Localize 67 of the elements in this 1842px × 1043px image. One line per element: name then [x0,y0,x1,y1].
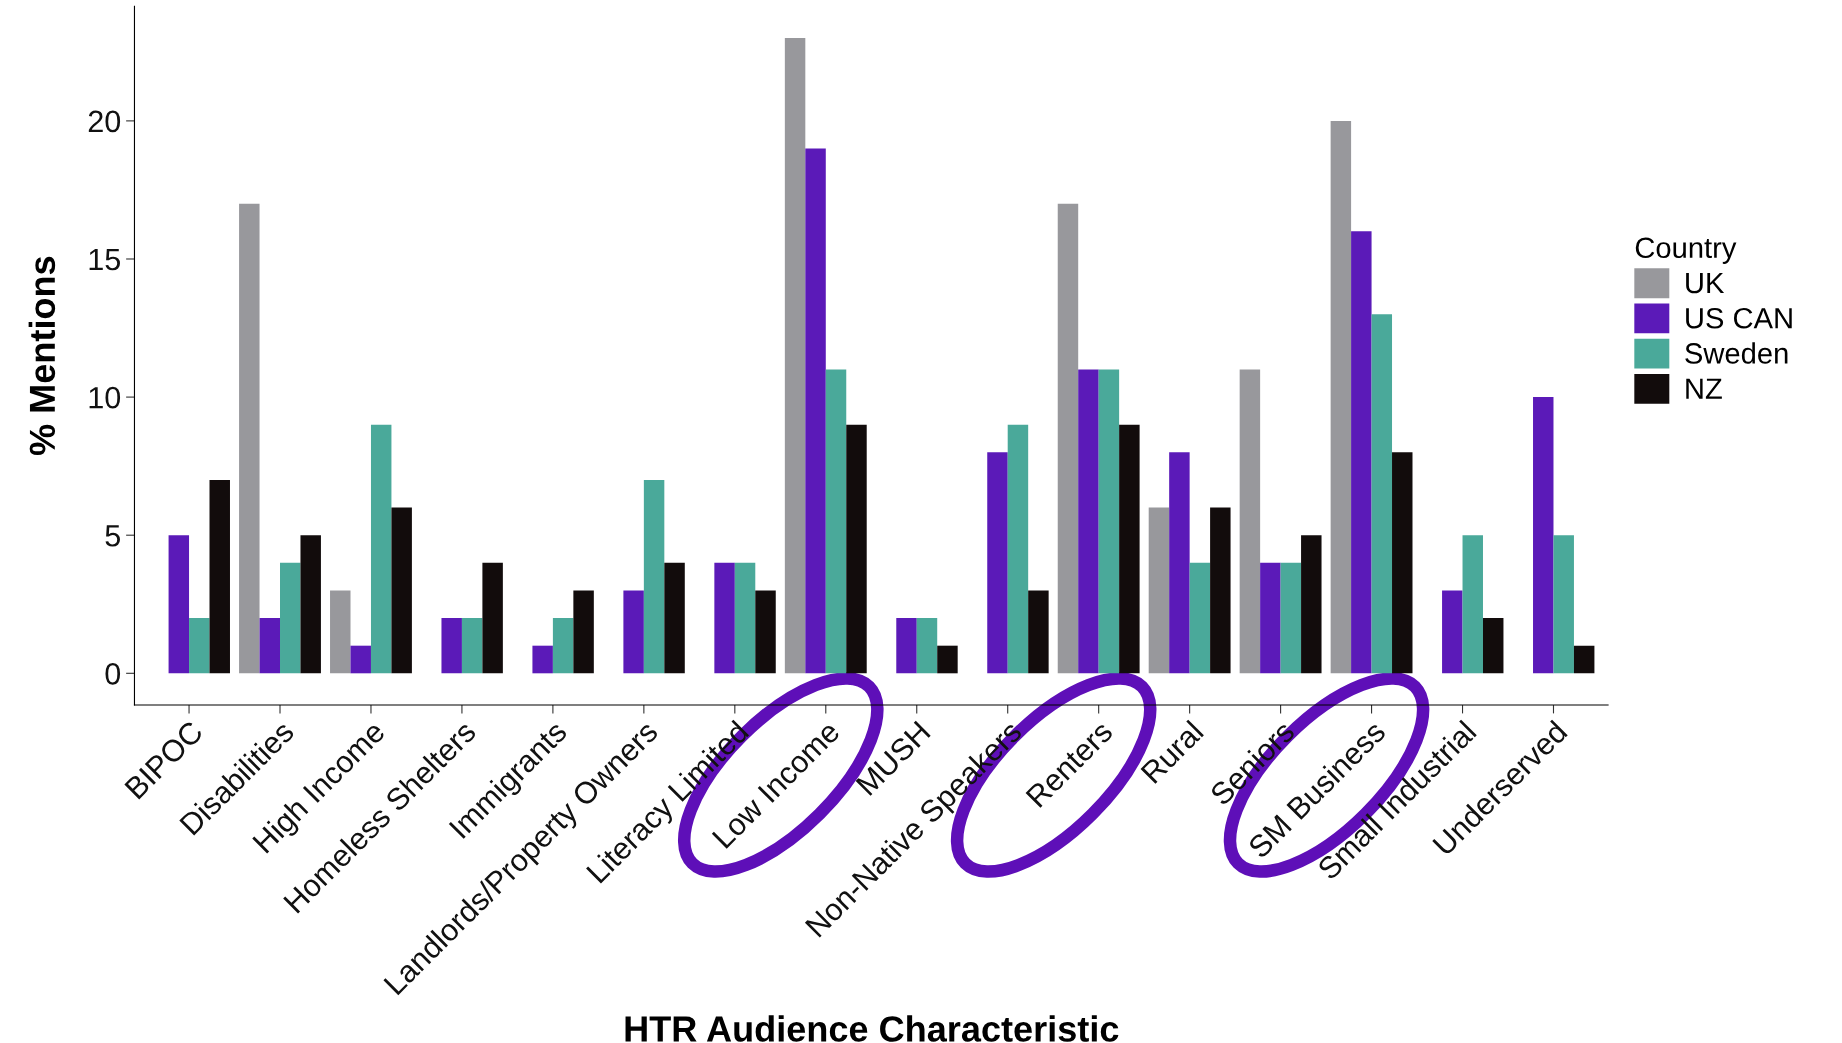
bar [1462,535,1483,674]
bar [1553,535,1574,674]
bar [259,618,281,674]
y-tick-label: 0 [105,663,121,685]
bar [461,618,483,674]
bar [1573,645,1595,674]
bar [1007,424,1029,674]
x-axis-title: HTR Audience Characteristic [625,1015,1119,1042]
bar [1078,369,1099,674]
bar [1442,590,1463,674]
bar [714,562,735,674]
bar [1260,562,1281,674]
bar [482,562,503,674]
bar [350,645,371,674]
bar [552,618,574,674]
bar [825,369,847,674]
legend-label: NZ [1686,378,1722,399]
bar [1148,507,1170,674]
bar [916,618,938,674]
bar [623,590,644,674]
bar [1301,535,1322,674]
legend-label: Sweden [1685,342,1788,364]
bar [1351,231,1372,674]
bar [1371,314,1393,674]
bar [391,507,412,674]
bar [168,535,190,674]
bar [1169,452,1190,674]
bar [1330,120,1352,674]
bar [664,562,685,674]
bar [1098,369,1120,674]
bar [300,535,321,674]
bar [1189,562,1211,674]
bar [1482,618,1504,674]
bar [280,562,301,674]
bar [846,424,867,674]
y-tick-label: 20 [88,110,121,133]
bar [532,645,553,674]
bar [937,645,958,674]
bar [189,618,210,674]
bar [1280,562,1302,674]
bar [441,618,462,674]
bar [1210,507,1231,674]
bar [987,452,1008,674]
bar [1057,203,1079,674]
bar [239,203,260,674]
bar [1028,590,1049,674]
y-axis-title: % Mentions [28,256,56,456]
y-tick-label: 15 [89,249,120,271]
bar [370,424,392,674]
y-tick-label: 10 [89,386,121,409]
bar [1533,397,1554,674]
bar [330,590,351,674]
bar [784,38,806,674]
bar [1239,369,1261,674]
bar [1392,452,1413,674]
bar [805,148,826,674]
bar [643,479,665,674]
legend-label: UK [1686,272,1725,294]
bar [896,618,917,674]
bar [734,562,756,674]
bar [209,479,230,674]
legend-title: Country [1635,237,1737,264]
bar [573,590,594,674]
bar [755,590,776,674]
y-tick-label: 5 [105,525,120,547]
bar [1119,424,1140,674]
legend-label: US CAN [1686,307,1792,329]
